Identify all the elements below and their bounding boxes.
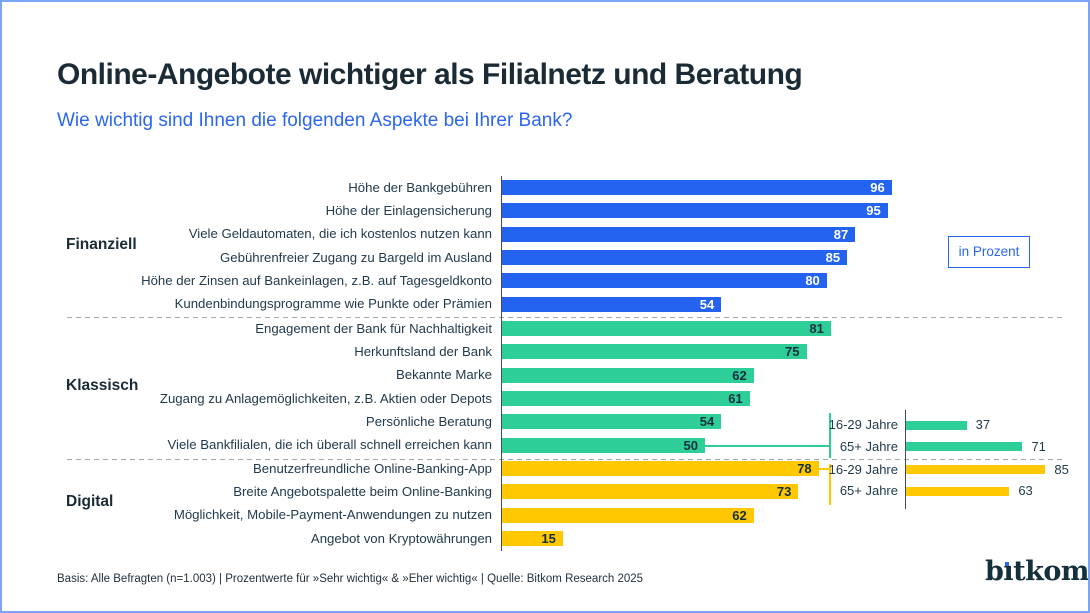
chart-axis — [501, 176, 502, 551]
breakout-value: 85 — [1054, 461, 1069, 477]
bar-value: 85 — [825, 249, 841, 265]
bar: 15 — [502, 530, 563, 546]
bar-label: Möglichkeit, Mobile-Payment-Anwendungen … — [173, 507, 492, 523]
bar: 95 — [502, 203, 888, 219]
bar-row: Breite Angebotspalette beim Online-Banki… — [2, 480, 1088, 503]
bar-label: Bekannte Marke — [395, 367, 492, 383]
group-separator — [67, 317, 1064, 318]
bar-row: Möglichkeit, Mobile-Payment-Anwendungen … — [2, 503, 1088, 526]
bitkom-logo: bı tkom — [985, 556, 1089, 587]
bar-value: 75 — [785, 344, 800, 360]
logo-letter-i: ı — [1003, 556, 1014, 587]
group-label: Finanziell — [66, 235, 137, 253]
bar-value: 87 — [833, 226, 849, 242]
bar: 61 — [502, 390, 750, 406]
logo-letters: tkom — [1013, 556, 1089, 587]
bar: 75 — [502, 344, 807, 360]
breakout-label: 65+ Jahre — [839, 483, 898, 498]
bar-row: Engagement der Bank für Nachhaltigkeit 81 — [2, 317, 1088, 340]
bar-label: Engagement der Bank für Nachhaltigkeit — [255, 320, 492, 336]
breakout-bar — [906, 442, 1023, 451]
bar-value: 61 — [728, 390, 743, 406]
bar-row: Viele Bankfilialen, die ich überall schn… — [2, 433, 1088, 456]
bar-value: 96 — [870, 179, 885, 195]
bar-label: Höhe der Einlagensicherung — [325, 203, 492, 219]
bar: 73 — [502, 484, 799, 500]
bar-row: Viele Geldautomaten, die ich kostenlos n… — [2, 222, 1088, 245]
bar-label: Höhe der Bankgebühren — [348, 179, 492, 195]
bar: 87 — [502, 226, 856, 242]
breakout-axis — [905, 410, 906, 509]
bar-label: Höhe der Zinsen auf Bankeinlagen, z.B. a… — [141, 273, 492, 289]
bar-row: Kundenbindungsprogramme wie Punkte oder … — [2, 292, 1088, 315]
bar-value: 62 — [732, 367, 747, 383]
bar-label: Persönliche Beratung — [365, 414, 492, 430]
bar-label: Viele Bankfilialen, die ich überall schn… — [167, 437, 492, 453]
group-label: Digital — [66, 493, 114, 511]
breakout-label: 65+ Jahre — [839, 438, 898, 454]
bar-value: 54 — [699, 296, 715, 312]
bar-label: Benutzerfreundliche Online-Banking-App — [253, 460, 492, 476]
logo-i-dot — [1005, 562, 1010, 566]
bar-label: Angebot von Kryptowährungen — [310, 530, 492, 546]
breakout-bar — [906, 420, 967, 430]
bar-row: Höhe der Zinsen auf Bankeinlagen, z.B. a… — [2, 269, 1088, 292]
bar: 50 — [502, 437, 705, 453]
bar-value: 80 — [805, 273, 820, 289]
bar: 54 — [502, 414, 722, 430]
breakout-bracket — [829, 463, 831, 505]
bar-label: Kundenbindungsprogramme wie Punkte oder … — [174, 296, 492, 312]
logo-letter: b — [985, 556, 1004, 587]
breakout-value: 37 — [975, 417, 991, 432]
breakout-label: 16-29 Jahre — [828, 417, 898, 432]
group-label: Klassisch — [66, 376, 139, 394]
bar-row: Gebührenfreier Zugang zu Bargeld im Ausl… — [2, 246, 1088, 269]
bar-row: Herkunftsland der Bank 75 — [2, 340, 1088, 363]
breakout-bar — [906, 486, 1010, 496]
bar-value: 81 — [809, 320, 824, 336]
bar: 78 — [502, 460, 819, 476]
bar-row: Persönliche Beratung 54 — [2, 410, 1088, 433]
page-subtitle: Wie wichtig sind Ihnen die folgenden Asp… — [57, 110, 573, 131]
bar-row: Höhe der Einlagensicherung 95 — [2, 199, 1088, 222]
bar-value: 62 — [732, 507, 747, 523]
bar: 54 — [502, 296, 722, 312]
breakout-value: 71 — [1031, 438, 1046, 454]
bar: 80 — [502, 273, 827, 289]
bar-row: Zugang zu Anlagemöglichkeiten, z.B. Akti… — [2, 387, 1088, 410]
breakout-bracket — [829, 413, 831, 458]
bar-value: 73 — [776, 484, 792, 500]
group-separator — [67, 458, 1064, 460]
unit-badge: in Prozent — [948, 236, 1030, 268]
bar-label: Herkunftsland der Bank — [354, 344, 492, 360]
bar-row: Höhe der Bankgebühren 96 — [2, 176, 1088, 199]
source-note: Basis: Alle Befragten (n=1.003) | Prozen… — [57, 573, 644, 585]
bar-value: 95 — [866, 203, 881, 219]
bar-value: 15 — [541, 530, 556, 546]
bar-value: 54 — [699, 414, 715, 430]
bar-label: Gebührenfreier Zugang zu Bargeld im Ausl… — [220, 249, 492, 265]
bar: 85 — [502, 249, 848, 265]
page-title: Online-Angebote wichtiger als Filialnetz… — [57, 58, 803, 91]
bar: 81 — [502, 320, 831, 336]
bar-row: Angebot von Kryptowährungen 15 — [2, 527, 1088, 550]
bar-value: 50 — [683, 437, 698, 453]
breakout-connector — [818, 468, 831, 470]
bar-row: Benutzerfreundliche Online-Banking-App 78 — [2, 457, 1088, 480]
bar-label: Breite Angebotspalette beim Online-Banki… — [233, 484, 492, 500]
bar-value: 78 — [797, 460, 812, 476]
breakout-label: 16-29 Jahre — [828, 461, 898, 477]
breakout-value: 63 — [1018, 483, 1033, 498]
bar-row: Bekannte Marke 62 — [2, 363, 1088, 386]
bar: 96 — [502, 179, 892, 195]
bar: 62 — [502, 507, 754, 523]
breakout-connector — [705, 444, 831, 447]
breakout-bar — [906, 465, 1046, 474]
bar-label: Viele Geldautomaten, die ich kostenlos n… — [188, 226, 492, 242]
bar: 62 — [502, 367, 754, 383]
bar-label: Zugang zu Anlagemöglichkeiten, z.B. Akti… — [159, 390, 492, 406]
